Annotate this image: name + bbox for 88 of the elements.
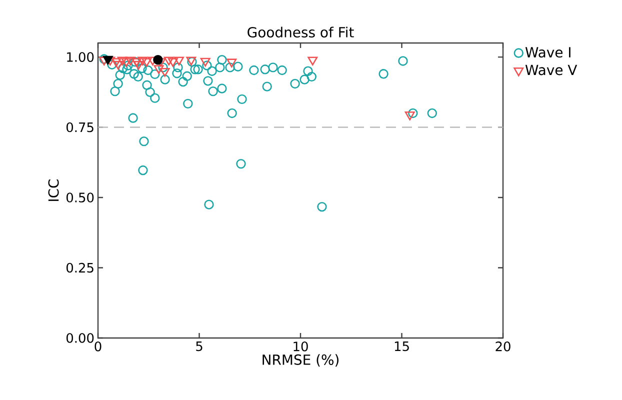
point	[129, 69, 139, 79]
point	[178, 76, 188, 87]
point	[208, 86, 218, 96]
y-tick-label: 0.25	[66, 262, 94, 273]
point	[204, 200, 214, 210]
x-tick-label: 15	[394, 342, 409, 352]
point	[317, 202, 327, 212]
point	[306, 72, 316, 82]
point	[202, 60, 212, 70]
point	[225, 62, 235, 72]
point	[207, 66, 217, 76]
point	[237, 94, 247, 104]
point	[427, 108, 437, 118]
point	[111, 58, 122, 67]
point	[193, 64, 203, 74]
point	[160, 74, 170, 84]
point	[107, 60, 117, 70]
y-tick-label: 0.00	[66, 333, 94, 343]
point	[249, 65, 259, 76]
point	[160, 68, 170, 77]
point	[102, 56, 113, 65]
y-axis-title: ICC	[48, 179, 59, 201]
point	[128, 113, 138, 123]
point	[122, 64, 132, 74]
point	[164, 56, 174, 66]
point	[290, 78, 300, 89]
x-tick-label: 0	[94, 342, 102, 352]
point	[227, 108, 237, 118]
point	[277, 65, 287, 76]
point	[133, 72, 143, 82]
y-tick-label: 0.50	[66, 192, 94, 202]
point	[142, 58, 152, 67]
point	[123, 60, 133, 70]
point	[200, 58, 210, 67]
point	[153, 55, 163, 65]
point	[142, 80, 152, 90]
point	[174, 56, 184, 66]
point	[378, 69, 388, 79]
point	[138, 56, 148, 66]
point	[110, 86, 120, 96]
point	[138, 165, 148, 176]
x-tick-label: 20	[496, 342, 510, 352]
point	[137, 63, 147, 74]
point	[203, 76, 213, 86]
point	[145, 87, 155, 98]
point	[125, 56, 136, 66]
point	[172, 68, 182, 78]
point	[236, 158, 246, 169]
point	[154, 65, 164, 74]
point	[182, 71, 192, 81]
point	[190, 64, 200, 74]
point	[173, 62, 183, 72]
x-tick-label: 5	[196, 342, 202, 352]
point	[217, 55, 227, 65]
x-tick-label: 10	[294, 342, 308, 352]
point	[262, 82, 272, 92]
point	[308, 56, 318, 66]
y-tick-label: 0.75	[66, 122, 94, 132]
legend-label: Wave I	[525, 47, 570, 58]
point	[113, 78, 123, 89]
point	[217, 84, 227, 94]
y-tick-label: 1.00	[67, 52, 94, 62]
point	[226, 58, 237, 68]
point	[143, 65, 153, 76]
point	[233, 62, 243, 72]
point	[150, 69, 160, 80]
point	[168, 58, 178, 67]
point	[300, 74, 310, 84]
point	[115, 70, 125, 80]
point	[113, 60, 124, 70]
point	[121, 58, 132, 67]
point	[183, 98, 193, 109]
point	[408, 108, 418, 118]
point	[398, 56, 408, 66]
chart-title: Goodness of Fit	[248, 26, 354, 38]
point	[215, 62, 225, 72]
point	[303, 66, 313, 76]
point	[158, 62, 168, 72]
point	[117, 56, 128, 66]
point	[134, 60, 144, 70]
x-axis-title: NRMSE (%)	[262, 354, 338, 367]
point	[404, 111, 415, 120]
point	[268, 62, 278, 72]
point	[150, 93, 160, 103]
point	[260, 64, 270, 74]
point	[139, 136, 149, 146]
legend-label: Wave V	[525, 64, 578, 76]
point	[99, 54, 109, 64]
